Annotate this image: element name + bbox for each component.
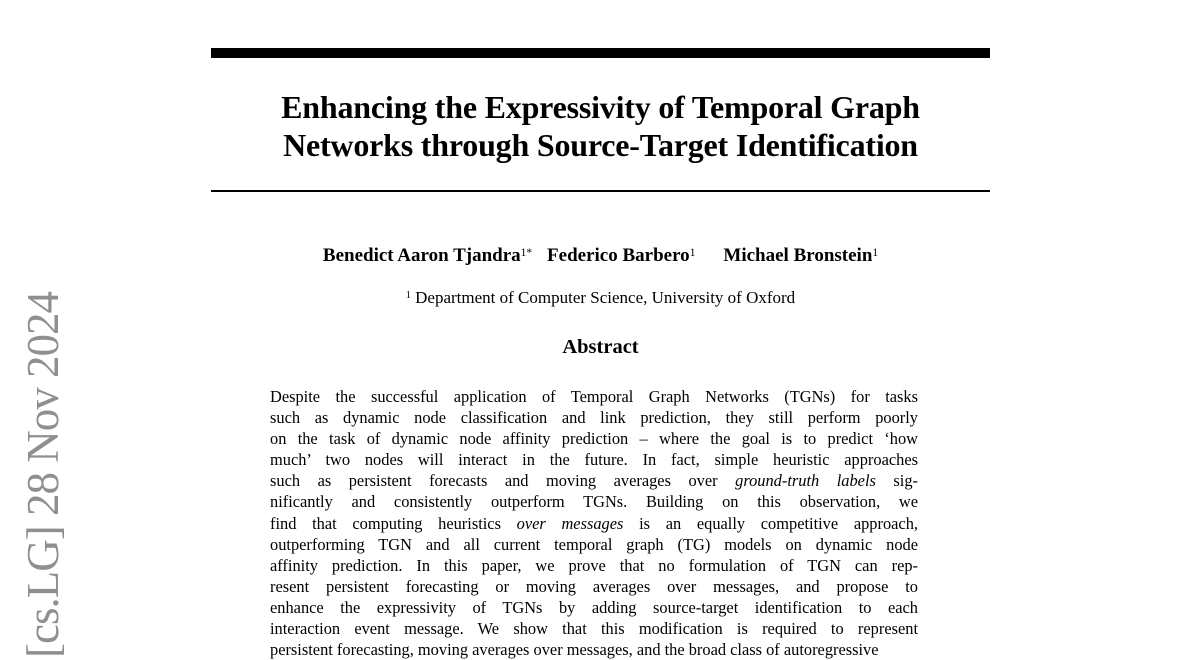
abstract-line: resent persistent forecasting or moving …: [270, 576, 918, 596]
author-1: Benedict Aaron Tjandra1*: [323, 245, 532, 266]
abstract-heading: Abstract: [562, 336, 639, 358]
top-rule: [211, 48, 990, 58]
paper-title-line1: Enhancing the Expressivity of Temporal G…: [281, 89, 920, 125]
abstract-line: such as persistent forecasts and moving …: [270, 471, 918, 491]
author-3-superscript: 1: [872, 246, 879, 259]
author-1-superscript: 1*: [520, 246, 533, 259]
abstract-line: outperforming TGN and all current tempor…: [270, 534, 918, 554]
abstract-line: enhance the expressivity of TGNs by addi…: [270, 597, 918, 617]
abstract-line: Despite the successful application of Te…: [270, 387, 918, 406]
authors-line: Benedict Aaron Tjandra1* Federico Barbero…: [211, 245, 990, 267]
arxiv-stamp: [cs.LG] 28 Nov 2024: [18, 292, 68, 658]
abstract-line: on the task of dynamic node affinity pre…: [270, 429, 918, 449]
paper-title-line2: Networks through Source-Target Identific…: [283, 127, 918, 163]
abstract-body: Despite the successful application of Te…: [270, 386, 918, 660]
title-rule: [211, 190, 990, 192]
author-2-name: Federico Barbero: [547, 245, 690, 266]
affiliation-text: Department of Computer Science, Universi…: [410, 288, 796, 307]
author-3-name: Michael Bronstein: [723, 245, 873, 266]
abstract-line: such as dynamic node classification and …: [270, 408, 918, 428]
abstract-line: affinity prediction. In this paper, we p…: [270, 555, 918, 575]
abstract-line: interaction event message. We show that …: [270, 619, 918, 639]
author-2-superscript: 1: [689, 246, 696, 259]
abstract-line: nificantly and consistently outperform T…: [270, 492, 918, 512]
affiliation-superscript: 1: [405, 290, 411, 302]
paper-title: Enhancing the Expressivity of Temporal G…: [211, 88, 990, 164]
affiliation-line: 1 Department of Computer Science, Univer…: [211, 288, 990, 308]
author-2: Federico Barbero1: [547, 245, 695, 266]
paper-content: Enhancing the Expressivity of Temporal G…: [211, 0, 990, 659]
author-1-name: Benedict Aaron Tjandra: [322, 245, 521, 266]
abstract-line: find that computing heuristics over mess…: [270, 513, 918, 533]
abstract-line: much’ two nodes will interact in the fut…: [270, 450, 918, 470]
abstract-line: persistent forecasting, moving averages …: [270, 640, 879, 660]
author-3: Michael Bronstein1: [723, 245, 878, 266]
